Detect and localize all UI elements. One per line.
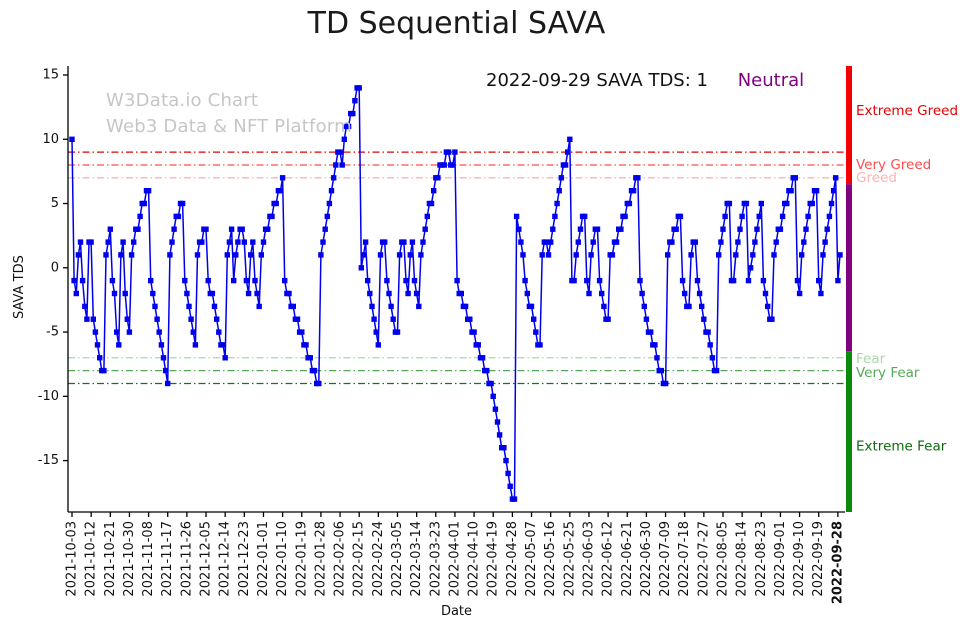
svg-text:2021-11-26: 2021-11-26 bbox=[179, 521, 194, 597]
watermark: W3Data.io Chart Web3 Data & NFT Platform bbox=[106, 88, 352, 140]
svg-text:0: 0 bbox=[51, 260, 59, 275]
svg-text:2022-02-06: 2022-02-06 bbox=[333, 521, 348, 597]
svg-text:Fear: Fear bbox=[856, 351, 886, 367]
svg-text:2021-10-12: 2021-10-12 bbox=[84, 521, 99, 597]
svg-text:2022-08-23: 2022-08-23 bbox=[754, 521, 769, 597]
watermark-line2: Web3 Data & NFT Platform bbox=[106, 116, 352, 137]
svg-text:Greed: Greed bbox=[856, 170, 897, 186]
svg-text:2022-02-15: 2022-02-15 bbox=[352, 521, 367, 597]
svg-text:2022-06-21: 2022-06-21 bbox=[620, 521, 635, 597]
svg-text:2021-10-21: 2021-10-21 bbox=[103, 521, 118, 597]
chart-title: TD Sequential SAVA bbox=[307, 6, 606, 41]
svg-text:2022-08-05: 2022-08-05 bbox=[715, 521, 730, 597]
x-axis-label: Date bbox=[440, 604, 473, 619]
svg-text:-15: -15 bbox=[38, 453, 59, 468]
svg-text:2021-12-23: 2021-12-23 bbox=[237, 521, 252, 597]
sentiment-status: Neutral bbox=[737, 70, 805, 91]
svg-text:2022-06-03: 2022-06-03 bbox=[581, 521, 596, 597]
svg-text:-10: -10 bbox=[38, 389, 59, 404]
svg-text:5: 5 bbox=[51, 196, 59, 211]
svg-text:2022-04-01: 2022-04-01 bbox=[447, 521, 462, 597]
svg-text:2022-08-14: 2022-08-14 bbox=[735, 521, 750, 597]
svg-text:2022-09-10: 2022-09-10 bbox=[792, 521, 807, 597]
svg-text:-5: -5 bbox=[46, 325, 59, 340]
svg-text:2022-07-09: 2022-07-09 bbox=[658, 521, 673, 597]
svg-text:2022-04-28: 2022-04-28 bbox=[505, 521, 520, 597]
svg-text:2022-01-28: 2022-01-28 bbox=[313, 521, 328, 597]
svg-text:2022-01-19: 2022-01-19 bbox=[294, 521, 309, 597]
svg-text:2022-09-19: 2022-09-19 bbox=[811, 521, 826, 597]
svg-text:2022-07-18: 2022-07-18 bbox=[677, 521, 692, 597]
svg-text:2022-09-01: 2022-09-01 bbox=[773, 521, 788, 597]
svg-text:2021-11-08: 2021-11-08 bbox=[141, 521, 156, 597]
svg-text:2022-03-05: 2022-03-05 bbox=[390, 521, 405, 597]
svg-text:2022-04-19: 2022-04-19 bbox=[486, 521, 501, 597]
svg-text:Extreme Greed: Extreme Greed bbox=[856, 103, 958, 119]
latest-reading: 2022-09-29 SAVA TDS: 1 Neutral bbox=[486, 70, 804, 91]
svg-text:2022-06-12: 2022-06-12 bbox=[601, 521, 616, 597]
svg-text:2021-12-14: 2021-12-14 bbox=[218, 521, 233, 597]
svg-text:2022-07-27: 2022-07-27 bbox=[696, 521, 711, 597]
svg-text:2022-06-30: 2022-06-30 bbox=[639, 521, 654, 597]
svg-text:10: 10 bbox=[42, 132, 59, 147]
svg-text:2021-12-05: 2021-12-05 bbox=[199, 521, 214, 597]
svg-text:2022-09-28: 2022-09-28 bbox=[830, 521, 845, 604]
svg-text:2022-01-01: 2022-01-01 bbox=[256, 521, 271, 597]
svg-text:2022-05-16: 2022-05-16 bbox=[543, 521, 558, 597]
svg-text:Very Greed: Very Greed bbox=[856, 157, 931, 173]
svg-text:15: 15 bbox=[42, 67, 59, 82]
watermark-line1: W3Data.io Chart bbox=[106, 90, 259, 111]
svg-text:2022-02-24: 2022-02-24 bbox=[371, 521, 386, 597]
latest-reading-text: 2022-09-29 SAVA TDS: 1 bbox=[486, 70, 708, 91]
svg-text:2022-01-10: 2022-01-10 bbox=[275, 521, 290, 597]
svg-text:2021-11-17: 2021-11-17 bbox=[160, 521, 175, 597]
svg-text:2022-04-10: 2022-04-10 bbox=[467, 521, 482, 597]
svg-text:2022-05-07: 2022-05-07 bbox=[524, 521, 539, 597]
svg-text:2022-03-14: 2022-03-14 bbox=[409, 521, 424, 597]
y-axis-label: SAVA TDS bbox=[12, 255, 27, 319]
svg-text:2022-05-25: 2022-05-25 bbox=[562, 521, 577, 597]
svg-text:Extreme Fear: Extreme Fear bbox=[856, 438, 947, 454]
svg-text:Very Fear: Very Fear bbox=[856, 365, 920, 381]
svg-text:2021-10-30: 2021-10-30 bbox=[122, 521, 137, 597]
svg-text:2021-10-03: 2021-10-03 bbox=[65, 521, 80, 597]
svg-text:2022-03-23: 2022-03-23 bbox=[428, 521, 443, 597]
